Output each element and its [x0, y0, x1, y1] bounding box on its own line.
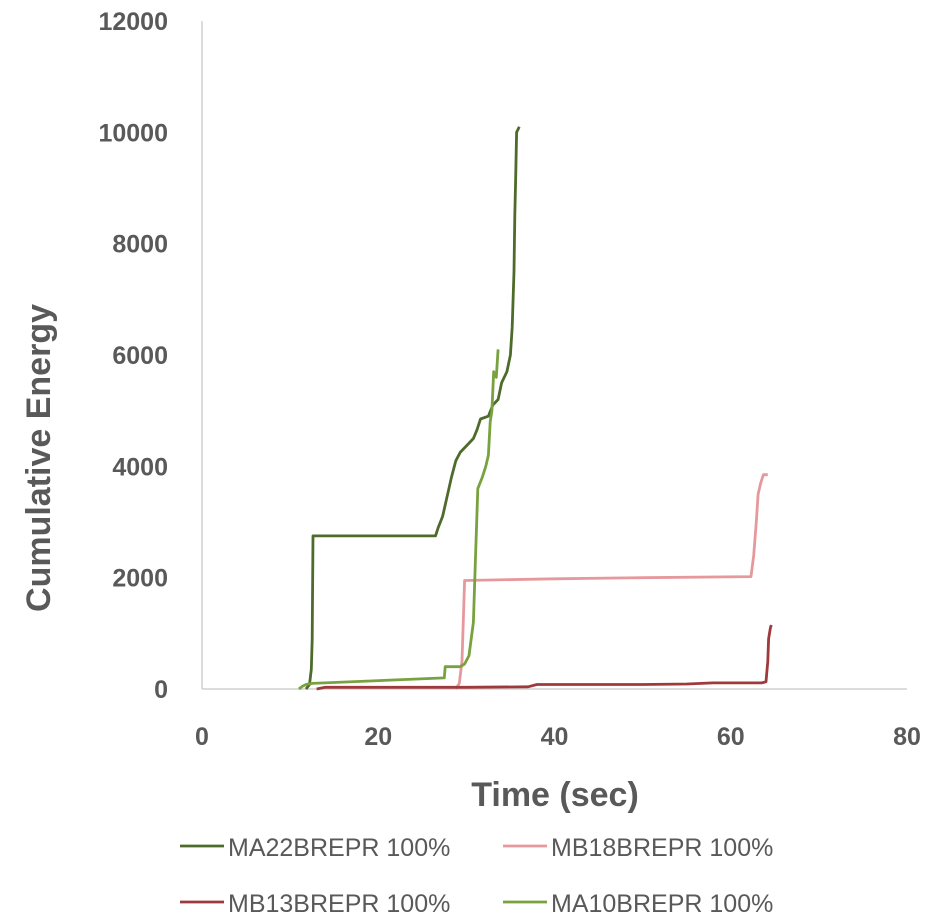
y-tick-label: 2000	[112, 565, 168, 593]
series-line-ma22brepr	[304, 126, 521, 690]
series-line-ma10brepr	[298, 349, 500, 691]
y-tick-label: 8000	[112, 231, 168, 259]
x-tick-label: 0	[195, 723, 209, 751]
y-tick-label: 10000	[98, 119, 168, 147]
y-tick-label: 4000	[112, 453, 168, 481]
series-line-mb18brepr	[454, 473, 768, 690]
x-tick-labels: 0 20 40 60 80	[195, 723, 921, 751]
legend-label: MB18BREPR 100%	[551, 834, 773, 862]
x-tick-label: 40	[541, 723, 569, 751]
legend: MA22BREPR 100% MB18BREPR 100% MB13BREPR 10…	[180, 834, 773, 918]
series-lines	[298, 126, 773, 691]
legend-item: MB13BREPR 100%	[180, 890, 450, 918]
y-tick-label: 6000	[112, 342, 168, 370]
legend-label: MA22BREPR 100%	[228, 834, 450, 862]
legend-label: MB13BREPR 100%	[228, 890, 450, 917]
x-axis-title: Time (sec)	[471, 776, 639, 814]
legend-item: MA22BREPR 100%	[180, 834, 450, 862]
y-tick-label: 0	[154, 676, 168, 704]
legend-item: MB18BREPR 100%	[503, 834, 773, 862]
x-tick-label: 80	[893, 723, 921, 751]
y-axis-title: Cumulative Energy	[20, 304, 58, 612]
legend-label: MA10BREPR 100%	[551, 890, 773, 917]
y-tick-label: 12000	[98, 8, 168, 36]
y-tick-labels: 0 2000 4000 6000 8000 10000 12000	[98, 8, 168, 704]
x-tick-label: 60	[717, 723, 745, 751]
axes	[201, 21, 907, 690]
legend-item: MA10BREPR 100%	[503, 890, 773, 918]
x-tick-label: 20	[364, 723, 392, 751]
series-line-mb13brepr	[316, 624, 773, 691]
